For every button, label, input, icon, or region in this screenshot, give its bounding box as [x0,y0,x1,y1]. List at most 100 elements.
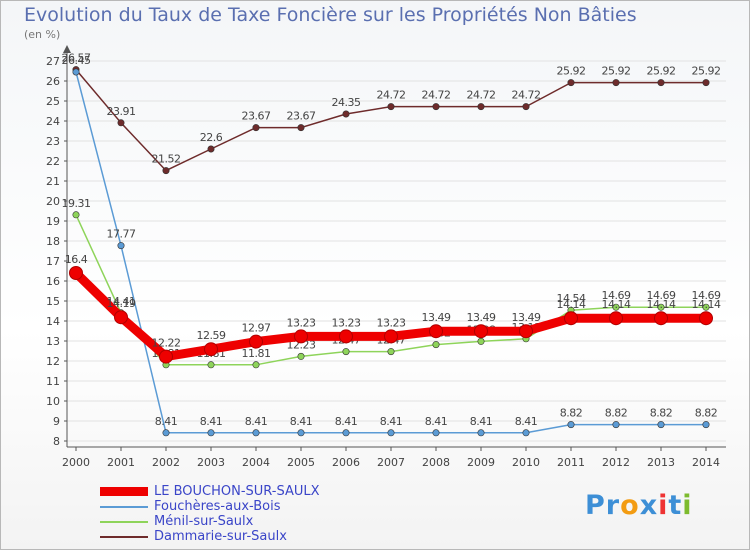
data-point [342,110,350,118]
x-tick-label: 2006 [332,456,360,469]
data-point [252,124,260,132]
y-tick-label: 13 [46,335,60,348]
data-label: 24.72 [377,89,406,102]
data-point [609,311,623,326]
data-point [702,421,710,429]
data-label: 16.4 [65,253,88,266]
data-point [294,329,308,344]
data-label: 14.14 [602,298,631,311]
data-label: 26.45 [62,54,91,67]
legend-swatch-3 [100,535,148,538]
y-tick-label: 21 [46,175,60,188]
data-point [162,167,170,175]
data-label: 14.69 [647,289,676,302]
data-point [69,266,83,280]
data-point [657,303,665,311]
data-label: 12.97 [242,322,271,335]
data-point [207,429,215,437]
data-point [117,119,125,127]
data-label: 23.91 [107,105,136,118]
data-point [474,324,488,339]
data-point [612,421,620,429]
legend-swatch-2 [100,520,148,523]
data-point [162,429,170,437]
data-label: 25.92 [557,65,586,78]
y-axis-arrow [63,45,71,53]
data-point [252,429,260,437]
data-label: 22.6 [200,131,223,144]
data-label: 24.72 [512,89,541,102]
data-label: 21.52 [152,153,181,166]
legend-label: Dammarie-sur-Saulx [154,529,287,544]
data-point [249,334,263,349]
proxiti-logo: Proxiti [585,490,693,521]
data-label: 8.41 [245,415,268,428]
legend-item: Ménil-sur-Saulx [100,514,320,529]
data-point [384,329,398,344]
x-tick-label: 2012 [602,456,630,469]
y-tick-label: 24 [46,115,60,128]
x-tick-label: 2002 [152,456,180,469]
brand-letter: t [668,490,683,521]
x-tick-label: 2008 [422,456,450,469]
data-label: 14.14 [557,298,586,311]
y-tick-label: 25 [46,95,60,108]
data-label: 8.41 [470,415,493,428]
data-point [612,303,620,311]
data-label: 13.49 [512,311,541,324]
data-point [702,79,710,87]
data-label: 8.41 [425,415,448,428]
data-label: 11.81 [242,347,271,360]
x-tick-label: 2000 [62,456,90,469]
data-point [252,361,260,369]
data-label: 12.22 [152,337,181,350]
data-point [159,349,173,364]
brand-letter: i [658,490,669,521]
data-label: 24.35 [332,96,361,109]
data-label: 13.23 [377,316,406,329]
data-point [207,145,215,153]
data-label: 13.49 [467,311,496,324]
y-tick-label: 23 [46,135,60,148]
y-axis-unit: (en %) [24,28,61,41]
data-label: 12.59 [197,329,226,342]
data-label: 23.67 [287,110,316,123]
x-tick-label: 2007 [377,456,405,469]
data-label: 26.57 [62,52,91,65]
y-tick-label: 10 [46,395,60,408]
brand-letter: r [605,490,621,521]
data-label: 25.92 [647,65,676,78]
data-label: 14.19 [107,297,136,310]
data-label: 25.92 [602,65,631,78]
x-tick-label: 2004 [242,456,270,469]
y-tick-label: 22 [46,155,60,168]
data-label: 8.82 [605,407,628,420]
legend-swatch-1 [100,505,148,508]
data-label: 24.72 [467,89,496,102]
data-label: 13.23 [287,316,316,329]
x-tick-label: 2013 [647,456,675,469]
legend-item: LE BOUCHON-SUR-SAULX [100,484,320,499]
data-point [387,348,395,356]
data-label: 13.23 [332,316,361,329]
data-point [564,311,578,326]
data-label: 8.41 [515,415,538,428]
data-label: 8.41 [335,415,358,428]
y-tick-label: 17 [46,255,60,268]
data-point [567,79,575,87]
chart-title: Evolution du Taux de Taxe Foncière sur l… [24,4,637,26]
series-line-1 [75,71,707,434]
data-point [477,337,485,345]
data-point [387,103,395,111]
y-tick-label: 12 [46,355,60,368]
data-label: 14.14 [692,298,721,311]
data-point [72,211,80,219]
data-point [297,429,305,437]
y-tick-label: 18 [46,235,60,248]
data-point [114,310,128,325]
y-tick-label: 8 [53,435,60,448]
x-tick-label: 2005 [287,456,315,469]
x-tick-label: 2011 [557,456,585,469]
legend-item: Fouchères-aux-Bois [100,499,320,514]
data-label: 8.41 [380,415,403,428]
